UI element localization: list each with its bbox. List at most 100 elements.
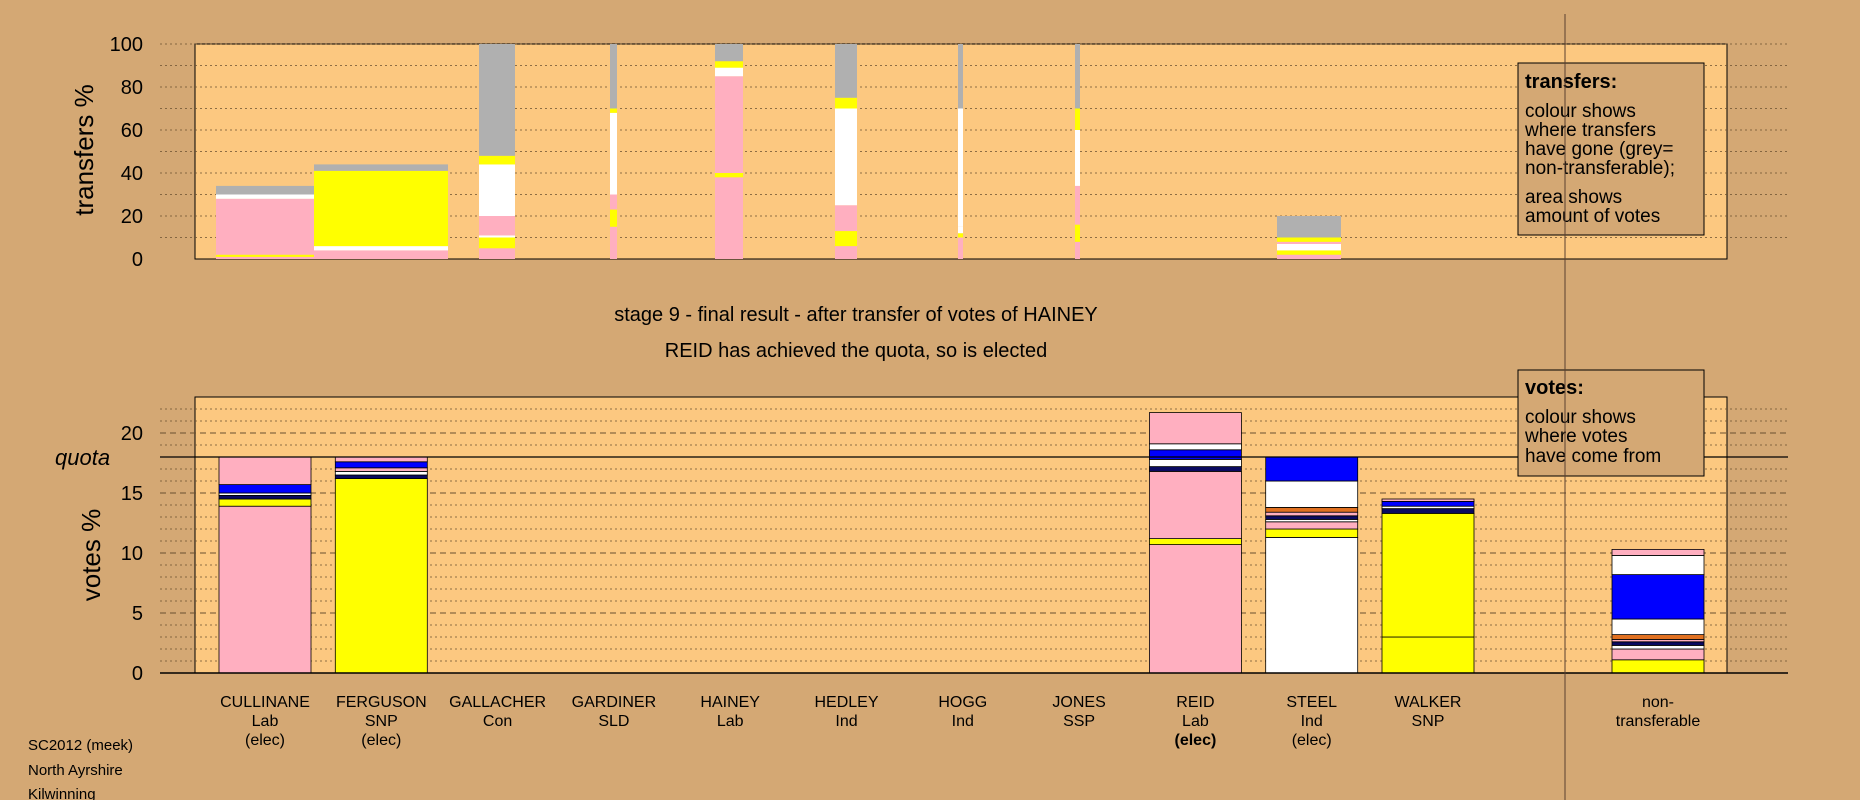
footer-line: North Ayrshire <box>28 762 123 779</box>
vote-segment <box>1611 574 1705 620</box>
y-tick-label: 20 <box>121 206 143 228</box>
candidate-name: WALKER <box>1395 694 1462 711</box>
candidate-party: SLD <box>598 713 629 730</box>
transfer-segment <box>479 248 515 259</box>
vote-segment <box>1381 508 1475 514</box>
transfers-y-ticks: 0 20 40 60 80 100 <box>110 34 143 271</box>
transfers-legend-line: amount of votes <box>1525 206 1660 227</box>
vote-segment <box>1265 528 1359 538</box>
vote-segment <box>1381 636 1475 674</box>
vote-segment <box>1149 466 1242 472</box>
candidate-status: (elec) <box>1175 732 1217 749</box>
candidate-name: GARDINER <box>572 694 656 711</box>
y-tick-label: 100 <box>110 34 143 56</box>
transfer-segment <box>835 97 857 109</box>
vote-segment <box>1265 521 1359 530</box>
transfer-segment <box>314 246 448 251</box>
transfer-segment <box>1075 185 1080 225</box>
candidate-name: REID <box>1176 694 1214 711</box>
transfer-segment <box>835 44 857 98</box>
candidate-party: Ind <box>952 713 974 730</box>
transfer-segment <box>1075 130 1080 186</box>
transfer-segment <box>958 237 963 259</box>
vote-segment <box>334 470 428 476</box>
transfer-segment <box>835 246 857 259</box>
footer-line: SC2012 (meek) <box>28 737 133 754</box>
y-tick-label: 10 <box>121 543 143 565</box>
vote-segment <box>334 474 428 479</box>
candidate-labels: CULLINANE Lab (elec) FERGUSON SNP (elec) GALLA… <box>220 694 1700 749</box>
chart-title: stage 9 - final result - after transfer … <box>614 304 1098 326</box>
nontransferable-label: non- <box>1642 694 1674 711</box>
votes-legend-line: colour shows <box>1525 407 1636 428</box>
transfers-legend: transfers: colour shows where transfers … <box>1517 62 1705 236</box>
vote-segment <box>1265 506 1359 513</box>
candidate-name: CULLINANE <box>220 694 310 711</box>
vote-segment <box>1265 537 1359 674</box>
votes-bars <box>218 412 1705 674</box>
candidate-name: STEEL <box>1286 694 1337 711</box>
votes-legend-line: where votes <box>1524 426 1627 447</box>
vote-segment <box>1611 659 1705 674</box>
transfers-legend-line: area shows <box>1525 187 1622 208</box>
transfers-legend-line: have gone (grey= <box>1525 139 1673 160</box>
candidate-name: FERGUSON <box>336 694 427 711</box>
vote-segment <box>1381 500 1475 507</box>
transfer-segment <box>1075 224 1080 242</box>
transfer-segment <box>715 177 743 259</box>
candidate-name: GALLACHER <box>449 694 546 711</box>
transfer-segment <box>958 226 963 234</box>
transfer-segment <box>1277 243 1341 251</box>
transfer-segment <box>1277 254 1341 259</box>
transfer-segment <box>1075 108 1080 130</box>
transfer-segment <box>610 209 617 227</box>
candidate-party: SNP <box>365 713 398 730</box>
transfer-segment <box>479 155 515 165</box>
votes-y-axis-label: votes % <box>76 509 106 602</box>
transfer-segment <box>479 235 515 238</box>
candidate-status: (elec) <box>361 732 401 749</box>
transfers-gridlines <box>160 43 1788 238</box>
vote-segment <box>1149 538 1242 545</box>
vote-segment <box>1611 555 1705 576</box>
transfer-segment <box>1277 241 1341 244</box>
transfer-segment <box>216 185 314 195</box>
vote-segment <box>1611 645 1705 650</box>
transfers-y-axis-label: transfers % <box>69 84 99 216</box>
vote-segment <box>334 478 428 674</box>
votes-legend: votes: colour shows where votes have com… <box>1517 369 1705 477</box>
vote-segment <box>1611 648 1705 661</box>
nontransferable-label: transferable <box>1616 713 1701 730</box>
candidate-party: Con <box>483 713 512 730</box>
vote-segment <box>1611 634 1705 640</box>
votes-y-ticks: 0 5 10 15 20 <box>121 423 143 685</box>
transfer-segment <box>216 256 314 259</box>
y-tick-label: 60 <box>121 120 143 142</box>
votes-legend-title: votes: <box>1525 377 1584 399</box>
transfer-segment <box>1277 237 1341 242</box>
transfer-segment <box>610 44 617 109</box>
vote-segment <box>1265 480 1359 508</box>
candidate-party: Lab <box>717 713 744 730</box>
vote-segment <box>1611 641 1705 646</box>
transfer-segment <box>1277 216 1341 238</box>
vote-segment <box>334 456 428 463</box>
candidate-party: Ind <box>835 713 857 730</box>
transfer-segment <box>1075 241 1080 259</box>
candidate-name: HAINEY <box>700 694 760 711</box>
transfer-segment <box>314 164 448 171</box>
y-tick-label: 0 <box>132 663 143 685</box>
transfer-segment <box>216 198 314 255</box>
vote-segment <box>1611 549 1705 556</box>
transfer-segment <box>958 108 963 227</box>
quota-label: quota <box>55 445 110 470</box>
transfer-segment <box>479 237 515 249</box>
chart-subtitle: REID has achieved the quota, so is elect… <box>665 340 1047 362</box>
y-tick-label: 20 <box>121 423 143 445</box>
candidate-party: Lab <box>1182 713 1209 730</box>
vote-segment <box>218 456 312 486</box>
candidate-name: HOGG <box>938 694 987 711</box>
transfer-segment <box>610 130 617 195</box>
vote-segment <box>334 461 428 469</box>
transfer-segment <box>715 173 743 178</box>
